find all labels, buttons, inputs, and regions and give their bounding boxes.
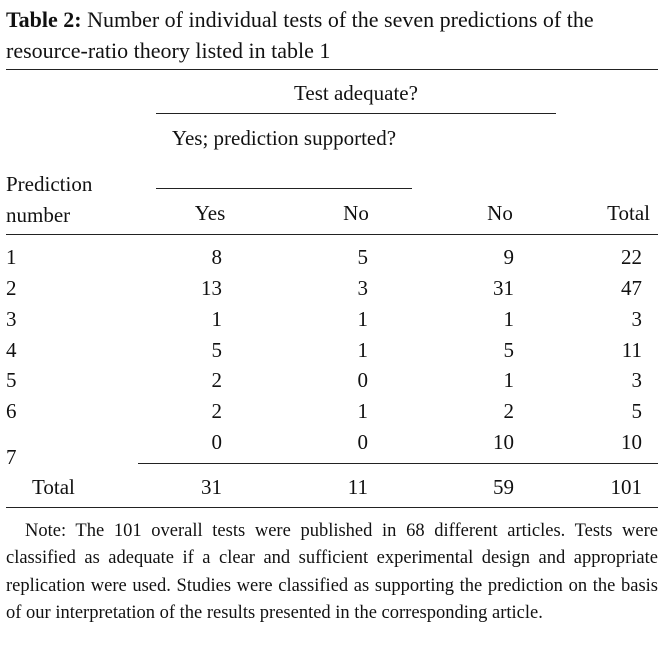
column-header-supported-no: No [343,201,369,225]
column-header-not-adequate-no: No [487,201,513,225]
table-row-2-no: 3 [357,276,369,300]
table-row-2-not-adequate: 31 [493,276,514,300]
table-row-6-not-adequate: 2 [503,399,515,423]
group-header-supported: Yes; prediction supported? [171,126,397,150]
table-row-4-total: 11 [621,338,642,362]
table-row-4-no: 1 [357,338,369,362]
bottom-rule [6,507,658,508]
table-row-1-label: 1 [6,245,17,269]
table-row-5-not-adequate: 1 [503,368,515,392]
table-row-3-yes: 1 [211,307,223,331]
total-rule [138,463,658,464]
table-row-6-label: 6 [6,399,17,423]
table-title: Number of individual tests of the seven … [6,7,594,63]
table-row-6-total: 5 [631,399,643,423]
header-rule [6,234,658,235]
total-row-label: Total [32,475,75,499]
table-row-1-no: 5 [357,245,369,269]
table-row-5-total: 3 [631,368,643,392]
total-row-total: 101 [610,475,643,499]
table-row-1-not-adequate: 9 [503,245,515,269]
column-header-total: Total [607,201,650,225]
table-row-7-total: 10 [621,430,642,454]
table-row-3-total: 3 [631,307,643,331]
table-label: Table 2: [6,7,82,32]
table-row-1-total: 22 [621,245,642,269]
table-caption: Table 2: Number of individual tests of t… [6,4,662,66]
table-row-6-no: 1 [357,399,369,423]
total-row-no: 11 [347,475,368,499]
table-row-5-label: 5 [6,368,17,392]
table-row-2-total: 47 [621,276,642,300]
table-row-7-no: 0 [357,430,369,454]
group-header-test-adequate: Test adequate? [294,81,418,105]
total-row-yes: 31 [201,475,222,499]
table-row-4-not-adequate: 5 [503,338,515,362]
table-row-7-label: 7 [6,445,17,469]
table-row-6-yes: 2 [211,399,223,423]
table-row-3-no: 1 [357,307,369,331]
table-row-5-no: 0 [357,368,369,392]
table-row-3-label: 3 [6,307,17,331]
group-rule-test-adequate [156,113,556,114]
top-rule [6,69,658,70]
table-row-7-yes: 0 [211,430,223,454]
table-note: Note: The 101 overall tests were publish… [6,521,658,623]
table-row-4-label: 4 [6,338,17,362]
table-row-3-not-adequate: 1 [503,307,515,331]
column-header-supported-yes: Yes [194,201,226,225]
table-row-2-label: 2 [6,276,17,300]
row-label-header: Prediction number [6,172,93,227]
table-row-1-yes: 8 [211,245,223,269]
table-row-5-yes: 2 [211,368,223,392]
group-rule-supported [156,188,412,189]
total-row-not-adequate: 59 [493,475,514,499]
table-row-2-yes: 13 [201,276,222,300]
table-row-4-yes: 5 [211,338,223,362]
table-row-7-not-adequate: 10 [493,430,514,454]
